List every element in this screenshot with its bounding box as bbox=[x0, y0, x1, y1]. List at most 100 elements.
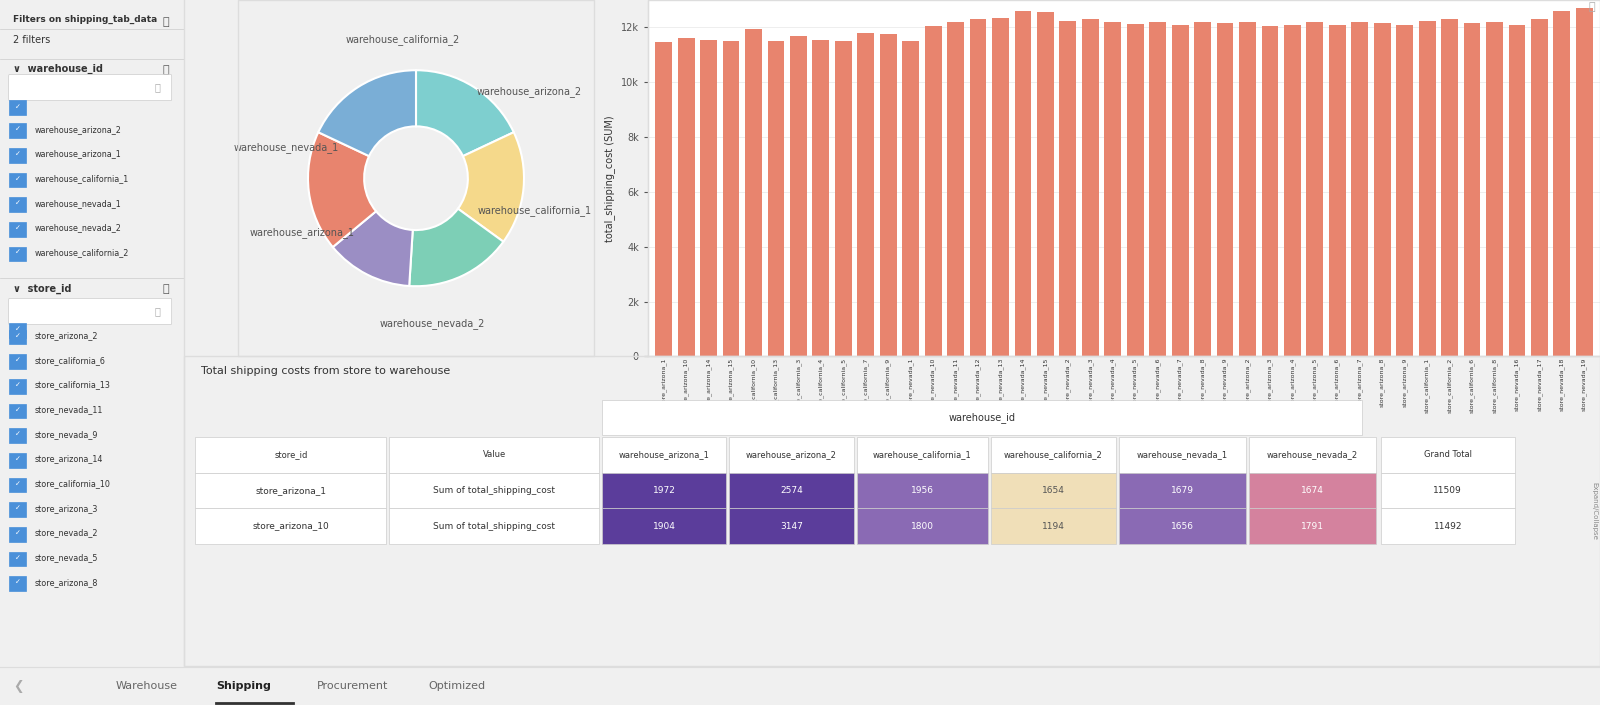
Text: warehouse_nevada_2: warehouse_nevada_2 bbox=[35, 223, 122, 233]
Text: ✓: ✓ bbox=[14, 555, 21, 560]
Bar bbox=[195, 508, 387, 544]
Wedge shape bbox=[410, 209, 504, 286]
Text: warehouse_nevada_2: warehouse_nevada_2 bbox=[379, 319, 485, 329]
Text: store_arizona_1: store_arizona_1 bbox=[256, 486, 326, 495]
Bar bbox=[1250, 472, 1376, 508]
Text: warehouse_california_1: warehouse_california_1 bbox=[35, 174, 130, 183]
Bar bbox=[746, 29, 762, 357]
Bar bbox=[10, 453, 26, 467]
Bar bbox=[768, 41, 784, 357]
Bar bbox=[1419, 20, 1435, 357]
Bar bbox=[389, 437, 598, 472]
Bar bbox=[602, 472, 726, 508]
Text: ✓: ✓ bbox=[14, 200, 21, 206]
Bar bbox=[602, 400, 1362, 436]
Text: store_arizona_14: store_arizona_14 bbox=[35, 455, 104, 463]
Text: ✓: ✓ bbox=[14, 456, 21, 462]
Bar bbox=[195, 472, 387, 508]
Text: ✓: ✓ bbox=[14, 176, 21, 182]
Bar bbox=[1381, 437, 1515, 472]
Text: store_nevada_9: store_nevada_9 bbox=[35, 430, 99, 439]
Bar bbox=[1126, 24, 1144, 357]
Text: store_arizona_8: store_arizona_8 bbox=[35, 578, 98, 587]
Text: ⏻: ⏻ bbox=[163, 66, 170, 75]
Bar bbox=[1059, 20, 1077, 357]
Text: Shipping: Shipping bbox=[216, 682, 270, 692]
Text: ✓: ✓ bbox=[14, 357, 21, 364]
Bar bbox=[925, 26, 941, 357]
Text: ∨  store_id: ∨ store_id bbox=[13, 284, 72, 294]
Bar bbox=[858, 33, 874, 357]
Text: Optimized: Optimized bbox=[429, 682, 486, 692]
Bar bbox=[947, 22, 965, 357]
Text: ✓: ✓ bbox=[14, 382, 21, 388]
Bar bbox=[1216, 23, 1234, 357]
Bar bbox=[389, 508, 598, 544]
Text: warehouse_california_2: warehouse_california_2 bbox=[346, 35, 461, 45]
Text: ✓: ✓ bbox=[14, 104, 21, 110]
FancyBboxPatch shape bbox=[8, 75, 171, 101]
Bar bbox=[1554, 11, 1570, 357]
Bar bbox=[1374, 23, 1390, 357]
Text: warehouse_california_2: warehouse_california_2 bbox=[1005, 450, 1102, 459]
Text: store_arizona_3: store_arizona_3 bbox=[35, 504, 98, 513]
Bar bbox=[1381, 472, 1515, 508]
Bar bbox=[880, 35, 896, 357]
Text: ✓: ✓ bbox=[14, 333, 21, 339]
Bar bbox=[10, 404, 26, 418]
Text: warehouse_nevada_1: warehouse_nevada_1 bbox=[35, 199, 122, 208]
Bar bbox=[1118, 508, 1246, 544]
Bar bbox=[10, 429, 26, 443]
Y-axis label: total_shipping_cost (SUM): total_shipping_cost (SUM) bbox=[605, 115, 616, 242]
Wedge shape bbox=[458, 133, 525, 242]
Bar bbox=[1381, 508, 1515, 544]
Text: ✓: ✓ bbox=[14, 580, 21, 585]
Text: ⏻: ⏻ bbox=[163, 284, 170, 294]
Text: Expand/Collapse: Expand/Collapse bbox=[1590, 482, 1597, 540]
Text: warehouse_arizona_1: warehouse_arizona_1 bbox=[250, 227, 355, 238]
Text: 1656: 1656 bbox=[1171, 522, 1194, 531]
Text: 11492: 11492 bbox=[1434, 522, 1462, 531]
Text: 1956: 1956 bbox=[910, 486, 934, 495]
Bar bbox=[602, 437, 726, 472]
Text: 1972: 1972 bbox=[653, 486, 675, 495]
Bar bbox=[723, 41, 739, 357]
Text: Warehouse: Warehouse bbox=[115, 682, 178, 692]
Text: Filters on shipping_tab_data: Filters on shipping_tab_data bbox=[13, 16, 157, 25]
Text: ✓: ✓ bbox=[14, 126, 21, 133]
Text: ⌕: ⌕ bbox=[154, 306, 160, 316]
Bar bbox=[1171, 25, 1189, 357]
Bar bbox=[10, 478, 26, 492]
Bar bbox=[856, 472, 989, 508]
Bar bbox=[678, 38, 694, 357]
Bar bbox=[10, 576, 26, 591]
Text: 1654: 1654 bbox=[1042, 486, 1066, 495]
Text: ❮: ❮ bbox=[13, 680, 24, 693]
Bar bbox=[656, 42, 672, 357]
Bar bbox=[970, 19, 987, 357]
Text: Grand Total: Grand Total bbox=[1424, 450, 1472, 459]
Bar bbox=[902, 41, 918, 357]
Bar bbox=[992, 18, 1010, 357]
Bar bbox=[1261, 26, 1278, 357]
Bar bbox=[856, 437, 989, 472]
Bar bbox=[730, 508, 854, 544]
Text: 2574: 2574 bbox=[781, 486, 803, 495]
Bar bbox=[10, 527, 26, 541]
Bar bbox=[1104, 23, 1122, 357]
Wedge shape bbox=[416, 70, 514, 156]
Bar bbox=[790, 36, 806, 357]
Text: store_nevada_11: store_nevada_11 bbox=[35, 405, 104, 415]
Bar bbox=[1250, 437, 1376, 472]
Bar bbox=[238, 0, 594, 357]
Text: 1679: 1679 bbox=[1171, 486, 1194, 495]
Bar bbox=[1531, 19, 1547, 357]
Bar bbox=[602, 508, 726, 544]
Text: store_california_6: store_california_6 bbox=[35, 356, 106, 365]
Bar bbox=[1576, 8, 1592, 357]
Text: Sum of total_shipping_cost: Sum of total_shipping_cost bbox=[434, 486, 555, 495]
Text: warehouse_nevada_2: warehouse_nevada_2 bbox=[1267, 450, 1358, 459]
Text: warehouse_nevada_1: warehouse_nevada_1 bbox=[234, 142, 339, 154]
Text: ✓: ✓ bbox=[14, 431, 21, 437]
Text: warehouse_california_2: warehouse_california_2 bbox=[35, 248, 130, 257]
